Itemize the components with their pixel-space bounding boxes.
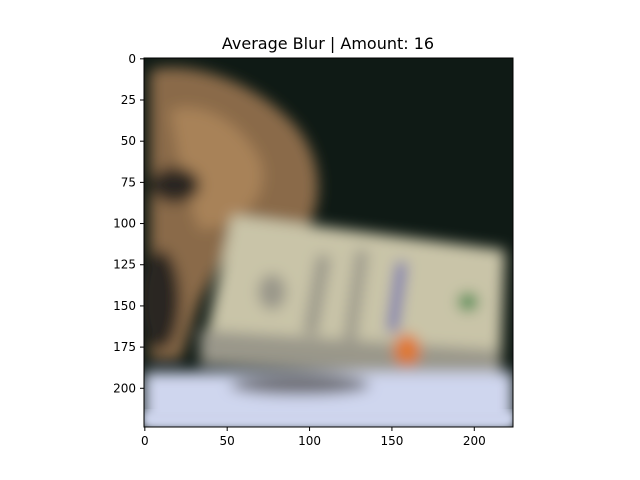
image-dog-fur-light <box>170 107 263 230</box>
x-tick-label: 50 <box>220 434 235 448</box>
image-banknote-band <box>343 249 369 341</box>
blurred-image <box>144 58 513 427</box>
y-tick-label: 0 <box>128 52 136 66</box>
chart-title: Average Blur | Amount: 16 <box>222 34 434 53</box>
image-dog-shadow <box>144 250 180 350</box>
image-banknote-band <box>303 254 331 336</box>
image-banknote-shade <box>200 330 500 378</box>
axes-frame <box>143 57 514 428</box>
y-tick-label: 150 <box>113 299 136 313</box>
x-axis-ticks: 0 50 100 150 200 <box>141 427 486 448</box>
y-tick-label: 200 <box>113 381 136 395</box>
y-tick-label: 175 <box>113 340 136 354</box>
x-tick-label: 100 <box>298 434 321 448</box>
image-banknote-green-mark <box>458 293 478 311</box>
x-tick-label: 0 <box>141 434 149 448</box>
image-edge-band <box>144 412 513 427</box>
x-tick-label: 150 <box>380 434 403 448</box>
y-tick-label: 125 <box>113 258 136 272</box>
y-tick-label: 50 <box>121 134 136 148</box>
y-tick-label: 75 <box>121 175 136 189</box>
image-surface-shadow <box>230 375 370 395</box>
y-tick-label: 25 <box>121 93 136 107</box>
y-axis-ticks: 0 25 50 75 100 125 150 175 200 <box>113 52 144 395</box>
image-banknote-orange-mark <box>394 334 420 366</box>
image-banknote-portrait <box>258 274 286 310</box>
y-tick-label: 100 <box>113 217 136 231</box>
image-banknote-band <box>387 261 407 333</box>
x-tick-label: 200 <box>463 434 486 448</box>
image-dog-shadow <box>150 167 200 203</box>
